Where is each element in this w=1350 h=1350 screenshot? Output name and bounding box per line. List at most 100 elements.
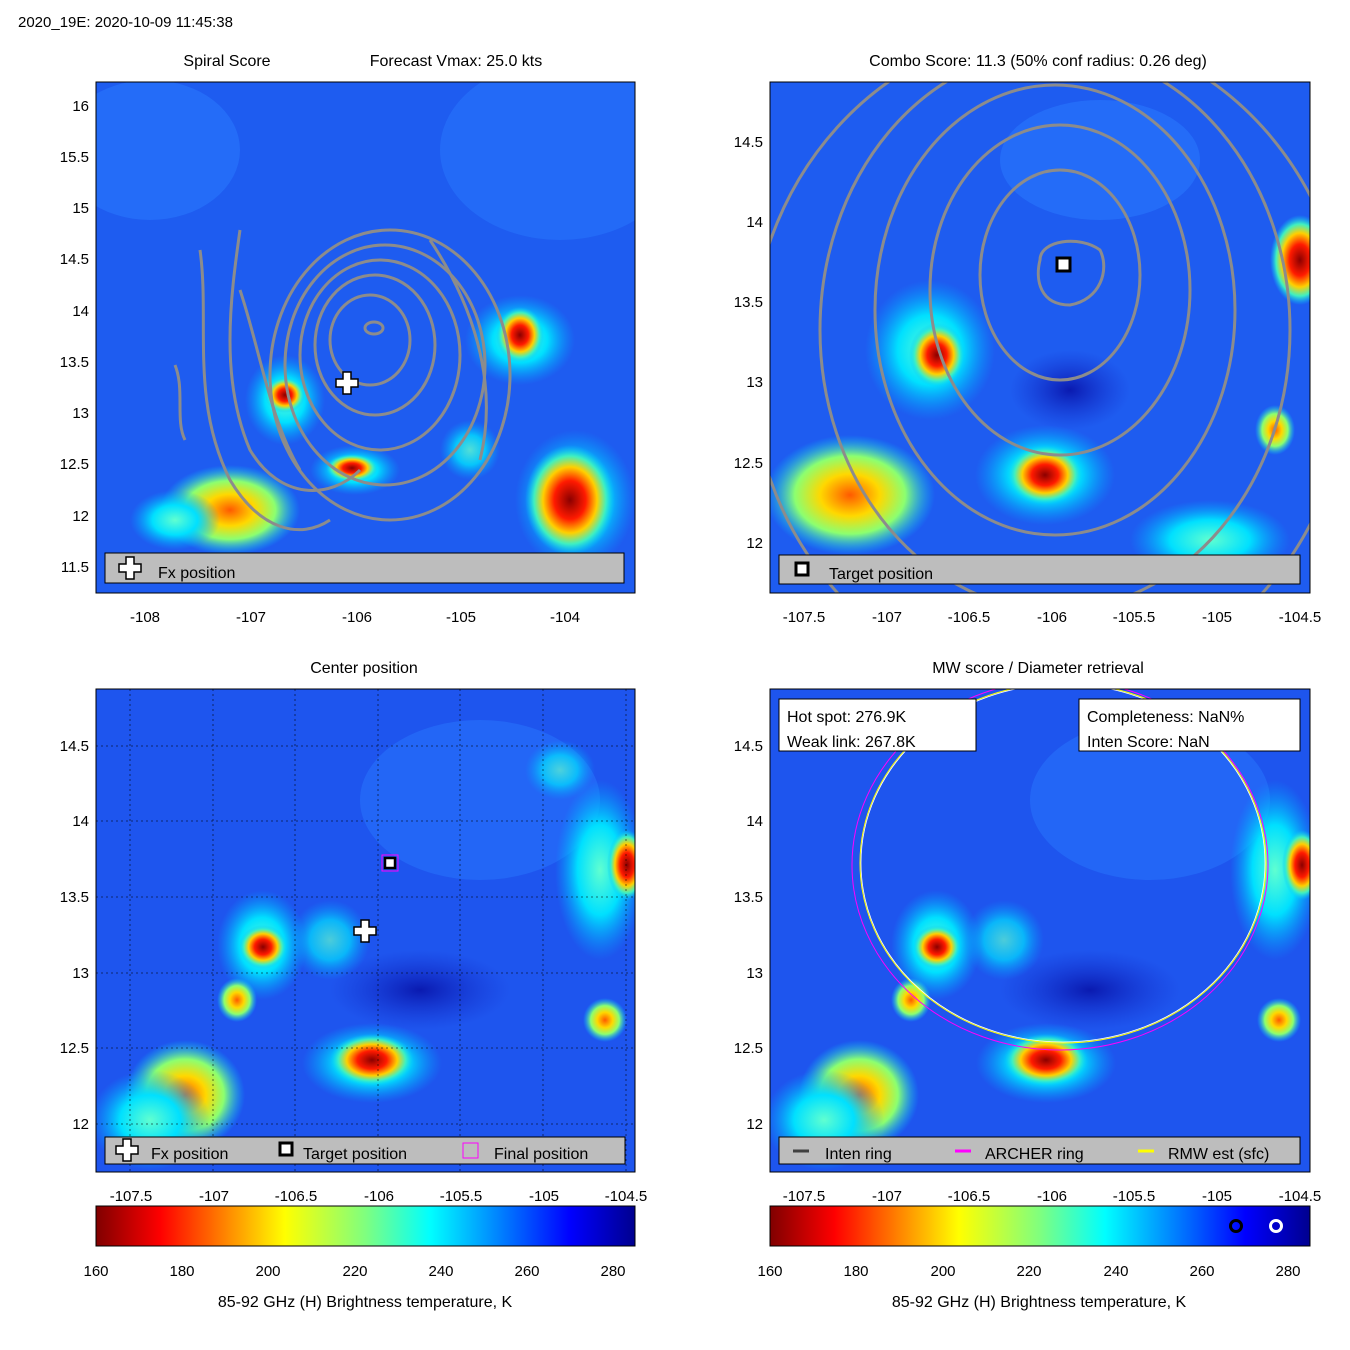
spiral-contours (173, 228, 512, 532)
center-ytick: 12.5 (60, 1040, 89, 1057)
center-ytick: 14.5 (60, 738, 89, 755)
target-position-icon (278, 1141, 294, 1157)
combo-legend-target: Target position (829, 566, 933, 583)
colorbar-tick: 220 (1016, 1263, 1041, 1280)
spiral-ytick: 13.5 (60, 354, 89, 371)
center-fx-marker (353, 919, 377, 943)
combo-ytick: 13.5 (734, 294, 763, 311)
spiral-ytick: 11.5 (61, 559, 89, 576)
archer-ring (851, 689, 1269, 1051)
spiral-ytick: 16 (72, 98, 89, 115)
final-position-icon (462, 1142, 479, 1159)
center-title: Center position (310, 660, 418, 677)
mw-xtick: -107.5 (783, 1188, 826, 1205)
center-heatmap (96, 689, 635, 1172)
spiral-ytick: 13 (72, 405, 89, 422)
combo-x-ticks: -107.5 -107 -106.5 -106 -105.5 -105 -104… (783, 609, 1322, 626)
colorbar-right: 160 180 200 220 240 260 280 85-92 GHz (H… (757, 1205, 1311, 1311)
colorbar-tick: 180 (843, 1263, 868, 1280)
spiral-ytick: 15.5 (60, 149, 89, 166)
combo-ytick: 14 (746, 214, 763, 231)
spiral-heatmap (96, 82, 635, 593)
mw-xtick: -107 (872, 1188, 902, 1205)
center-y-ticks: 12 12.5 13 13.5 14 14.5 (60, 738, 89, 1133)
spiral-xtick: -104 (550, 609, 580, 626)
fx-position-icon (118, 556, 142, 580)
target-position-icon (794, 561, 810, 577)
colorbar-left-label: 85-92 GHz (H) Brightness temperature, K (218, 1294, 513, 1311)
mw-legend-archer: ARCHER ring (985, 1146, 1084, 1163)
colorbar-tick: 200 (255, 1263, 280, 1280)
mw-xtick: -105 (1202, 1188, 1232, 1205)
spiral-ytick: 14 (72, 303, 89, 320)
panel-center-position: Center position (60, 660, 647, 1205)
spiral-fx-marker (335, 371, 359, 395)
combo-xtick: -106.5 (948, 609, 991, 626)
center-legend-final: Final position (494, 1146, 588, 1163)
mw-info-left: Hot spot: 276.9K Weak link: 267.8K (778, 698, 977, 752)
combo-xtick: -107.5 (783, 609, 826, 626)
combo-xtick: -105.5 (1113, 609, 1156, 626)
rmw-ring (859, 689, 1267, 1044)
combo-contours (770, 82, 1310, 593)
mw-ytick: 14 (746, 813, 763, 830)
center-target-marker (381, 854, 399, 872)
center-xtick: -105 (529, 1188, 559, 1205)
spiral-x-ticks: -108 -107 -106 -105 -104 (130, 609, 580, 626)
center-xtick: -106.5 (275, 1188, 318, 1205)
center-x-ticks: -107.5 -107 -106.5 -106 -105.5 -105 -104… (110, 1188, 648, 1205)
panel-spiral-score: Spiral Score Forecast Vmax: 25.0 kts (60, 53, 636, 626)
center-ytick: 13 (72, 965, 89, 982)
mw-legend-inten: Inten ring (825, 1146, 892, 1163)
center-ytick: 13.5 (60, 889, 89, 906)
colorbar-tick: 220 (342, 1263, 367, 1280)
center-legend-target: Target position (303, 1146, 407, 1163)
combo-ytick: 13 (746, 374, 763, 391)
center-ytick: 12 (72, 1116, 89, 1133)
combo-ytick: 12 (746, 535, 763, 552)
colorbar-tick: 240 (428, 1263, 453, 1280)
mw-ytick: 13.5 (734, 889, 763, 906)
weak-link-label: Weak link: 267.8K (787, 734, 916, 751)
mw-ytick: 14.5 (734, 738, 763, 755)
center-xtick: -106 (364, 1188, 394, 1205)
colorbar-tick: 280 (600, 1263, 625, 1280)
center-xtick: -104.5 (605, 1188, 648, 1205)
combo-xtick: -105 (1202, 609, 1232, 626)
spiral-xtick: -106 (342, 609, 372, 626)
colorbar-left: 160 180 200 220 240 260 280 85-92 GHz (H… (83, 1205, 636, 1311)
mw-ytick: 13 (746, 965, 763, 982)
combo-ytick: 12.5 (734, 455, 763, 472)
figure-title: 2020_19E: 2020-10-09 11:45:38 (18, 14, 233, 31)
spiral-xtick: -107 (236, 609, 266, 626)
mw-info-right: Completeness: NaN% Inten Score: NaN (1078, 698, 1301, 752)
panel-mw-score: MW score / Diameter retrieval Hot spot: … (734, 660, 1322, 1205)
spiral-ytick: 12.5 (60, 456, 89, 473)
center-grid (96, 689, 635, 1172)
combo-target-marker (1055, 256, 1072, 273)
combo-xtick: -107 (872, 609, 902, 626)
combo-title: Combo Score: 11.3 (50% conf radius: 0.26… (869, 53, 1207, 70)
mw-xtick: -106.5 (948, 1188, 991, 1205)
mw-xtick: -104.5 (1279, 1188, 1322, 1205)
colorbar-tick: 160 (83, 1263, 108, 1280)
spiral-legend-fx: Fx position (158, 565, 235, 582)
colorbar-tick: 180 (169, 1263, 194, 1280)
center-xtick: -107 (199, 1188, 229, 1205)
rmw-ring-inner (860, 689, 1266, 1043)
combo-heatmap (770, 82, 1310, 593)
mw-y-ticks: 12 12.5 13 13.5 14 14.5 (734, 738, 763, 1133)
mw-x-ticks: -107.5 -107 -106.5 -106 -105.5 -105 -104… (783, 1188, 1322, 1205)
inten-score-label: Inten Score: NaN (1087, 734, 1210, 751)
colorbar-right-ticks: 160 180 200 220 240 260 280 (757, 1263, 1300, 1280)
center-legend-fx: Fx position (151, 1146, 228, 1163)
colorbar-tick: 260 (514, 1263, 539, 1280)
mw-legend: Inten ring ARCHER ring RMW est (sfc) (778, 1136, 1301, 1165)
mw-xtick: -106 (1037, 1188, 1067, 1205)
hot-spot-label: Hot spot: 276.9K (787, 709, 907, 726)
colorbar-left-ticks: 160 180 200 220 240 260 280 (83, 1263, 625, 1280)
mw-legend-rmw: RMW est (sfc) (1168, 1146, 1269, 1163)
mw-ytick: 12 (746, 1116, 763, 1133)
colorbar-right-label: 85-92 GHz (H) Brightness temperature, K (892, 1294, 1187, 1311)
colorbar-tick: 280 (1275, 1263, 1300, 1280)
